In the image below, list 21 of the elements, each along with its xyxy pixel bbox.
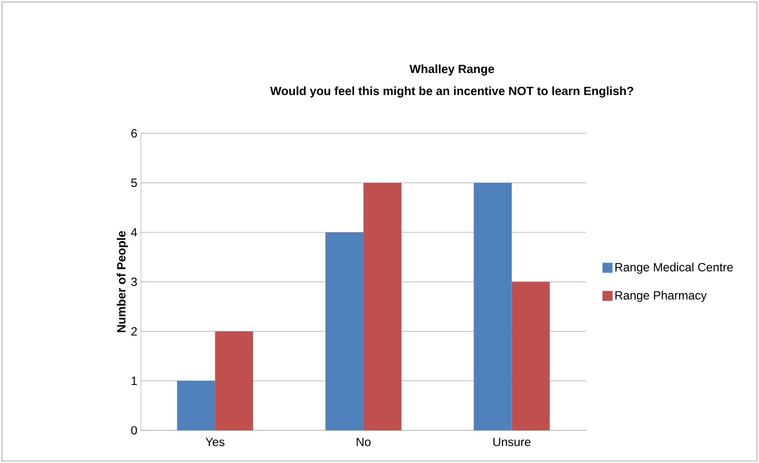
chart-subtitle: Would you feel this might be an incentive NOT to learn English? [270,86,634,98]
bar [215,331,254,430]
y-tick-label: 2 [131,327,137,336]
y-tick-label: 0 [131,426,137,435]
x-tick-label: Unsure [493,438,530,446]
legend-label: Range Medical Centre [615,262,733,274]
x-tick-label: No [356,438,371,446]
y-tick-label: 1 [132,376,137,385]
bar [363,182,402,430]
y-tick-label: 3 [131,278,137,286]
x-tick-label: Yes [206,438,224,446]
y-tick-label: 6 [131,129,137,138]
y-tick-label: 5 [131,178,137,187]
bar [177,380,216,430]
bar [512,282,550,430]
y-axis-title: Number of People [116,231,128,332]
bar [325,232,364,430]
legend-label: Range Pharmacy [615,290,707,302]
chart-title: Whalley Range [410,64,494,76]
y-tick-label: 4 [131,228,138,236]
bar [474,182,512,430]
